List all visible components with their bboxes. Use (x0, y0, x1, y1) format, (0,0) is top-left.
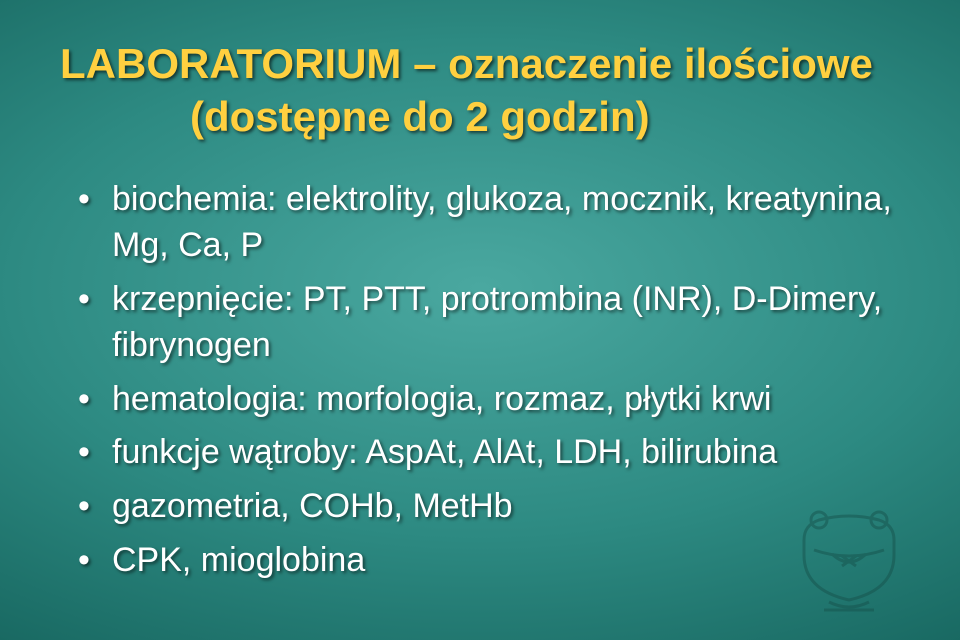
slide-title: LABORATORIUM – oznaczenie ilościowe (dos… (60, 38, 900, 143)
list-item: krzepnięcie: PT, PTT, protrombina (INR),… (78, 277, 900, 369)
list-item: biochemia: elektrolity, glukoza, mocznik… (78, 177, 900, 269)
medical-logo-icon (774, 470, 924, 620)
list-item: hematologia: morfologia, rozmaz, płytki … (78, 377, 900, 423)
title-line-2: (dostępne do 2 godzin) (60, 91, 900, 144)
title-line-1: LABORATORIUM – oznaczenie ilościowe (60, 38, 900, 91)
